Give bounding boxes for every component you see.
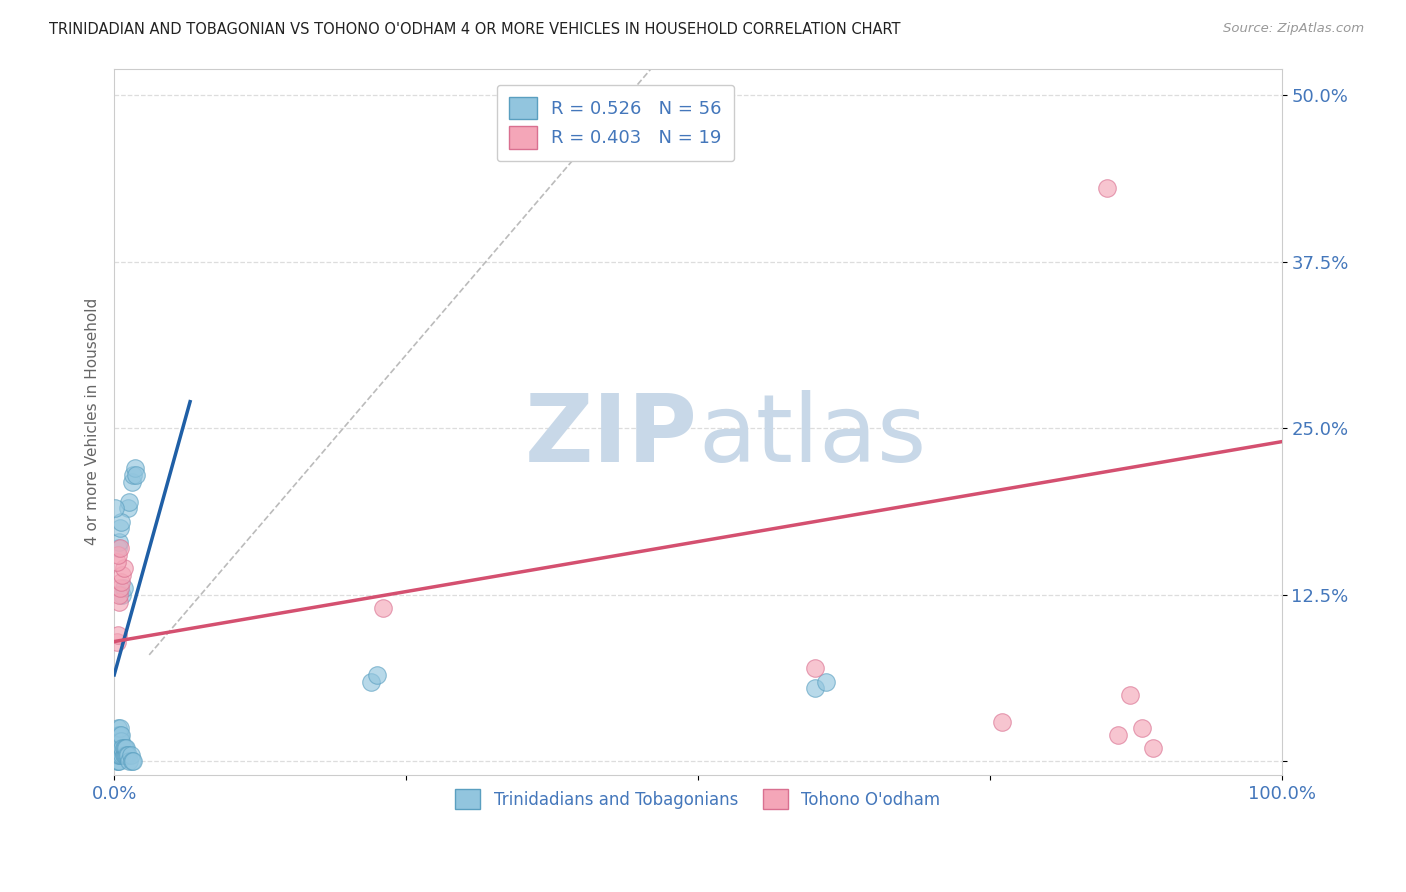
Point — [1095, 181, 1118, 195]
Point — [114, 741, 136, 756]
Point — [118, 494, 141, 508]
Point — [803, 681, 825, 696]
Point — [112, 581, 135, 595]
Point — [108, 747, 131, 762]
Point — [990, 714, 1012, 729]
Point — [360, 674, 382, 689]
Point — [115, 747, 138, 762]
Point — [110, 741, 132, 756]
Point — [108, 588, 131, 602]
Point — [1130, 721, 1153, 735]
Point — [1107, 728, 1129, 742]
Point — [108, 734, 131, 748]
Point — [110, 574, 132, 589]
Point — [803, 661, 825, 675]
Point — [107, 728, 129, 742]
Legend: Trinidadians and Tobagonians, Tohono O'odham: Trinidadians and Tobagonians, Tohono O'o… — [449, 782, 948, 816]
Point — [107, 628, 129, 642]
Point — [815, 674, 838, 689]
Point — [371, 601, 394, 615]
Point — [111, 747, 134, 762]
Point — [104, 747, 127, 762]
Point — [122, 755, 145, 769]
Point — [110, 734, 132, 748]
Point — [107, 739, 129, 753]
Point — [105, 734, 128, 748]
Point — [108, 728, 131, 742]
Point — [108, 741, 131, 756]
Point — [108, 521, 131, 535]
Point — [107, 721, 129, 735]
Point — [110, 728, 132, 742]
Point — [115, 741, 138, 756]
Point — [108, 755, 131, 769]
Point — [104, 741, 127, 756]
Point — [108, 581, 131, 595]
Point — [105, 555, 128, 569]
Point — [121, 755, 143, 769]
Point — [107, 755, 129, 769]
Point — [108, 728, 131, 742]
Point — [105, 755, 128, 769]
Point — [115, 747, 138, 762]
Text: Source: ZipAtlas.com: Source: ZipAtlas.com — [1223, 22, 1364, 36]
Point — [112, 747, 135, 762]
Point — [117, 747, 139, 762]
Point — [111, 588, 134, 602]
Point — [108, 734, 131, 748]
Point — [120, 747, 142, 762]
Point — [107, 541, 129, 556]
Point — [1142, 741, 1164, 756]
Point — [125, 467, 148, 482]
Text: ZIP: ZIP — [524, 390, 697, 482]
Point — [124, 461, 146, 475]
Point — [112, 561, 135, 575]
Point — [107, 744, 129, 758]
Point — [108, 721, 131, 735]
Point — [110, 515, 132, 529]
Point — [117, 501, 139, 516]
Point — [104, 501, 127, 516]
Point — [111, 741, 134, 756]
Point — [105, 741, 128, 756]
Point — [112, 741, 135, 756]
Text: atlas: atlas — [697, 390, 927, 482]
Point — [108, 594, 131, 608]
Text: TRINIDADIAN AND TOBAGONIAN VS TOHONO O'ODHAM 4 OR MORE VEHICLES IN HOUSEHOLD COR: TRINIDADIAN AND TOBAGONIAN VS TOHONO O'O… — [49, 22, 901, 37]
Point — [108, 747, 131, 762]
Point — [108, 534, 131, 549]
Point — [118, 755, 141, 769]
Point — [111, 568, 134, 582]
Point — [105, 634, 128, 648]
Point — [1119, 688, 1142, 702]
Y-axis label: 4 or more Vehicles in Household: 4 or more Vehicles in Household — [86, 298, 100, 545]
Point — [108, 541, 131, 556]
Point — [114, 747, 136, 762]
Point — [121, 475, 143, 489]
Point — [105, 747, 128, 762]
Point — [366, 668, 388, 682]
Point — [108, 741, 131, 756]
Point — [122, 467, 145, 482]
Point — [107, 548, 129, 562]
Point — [107, 747, 129, 762]
